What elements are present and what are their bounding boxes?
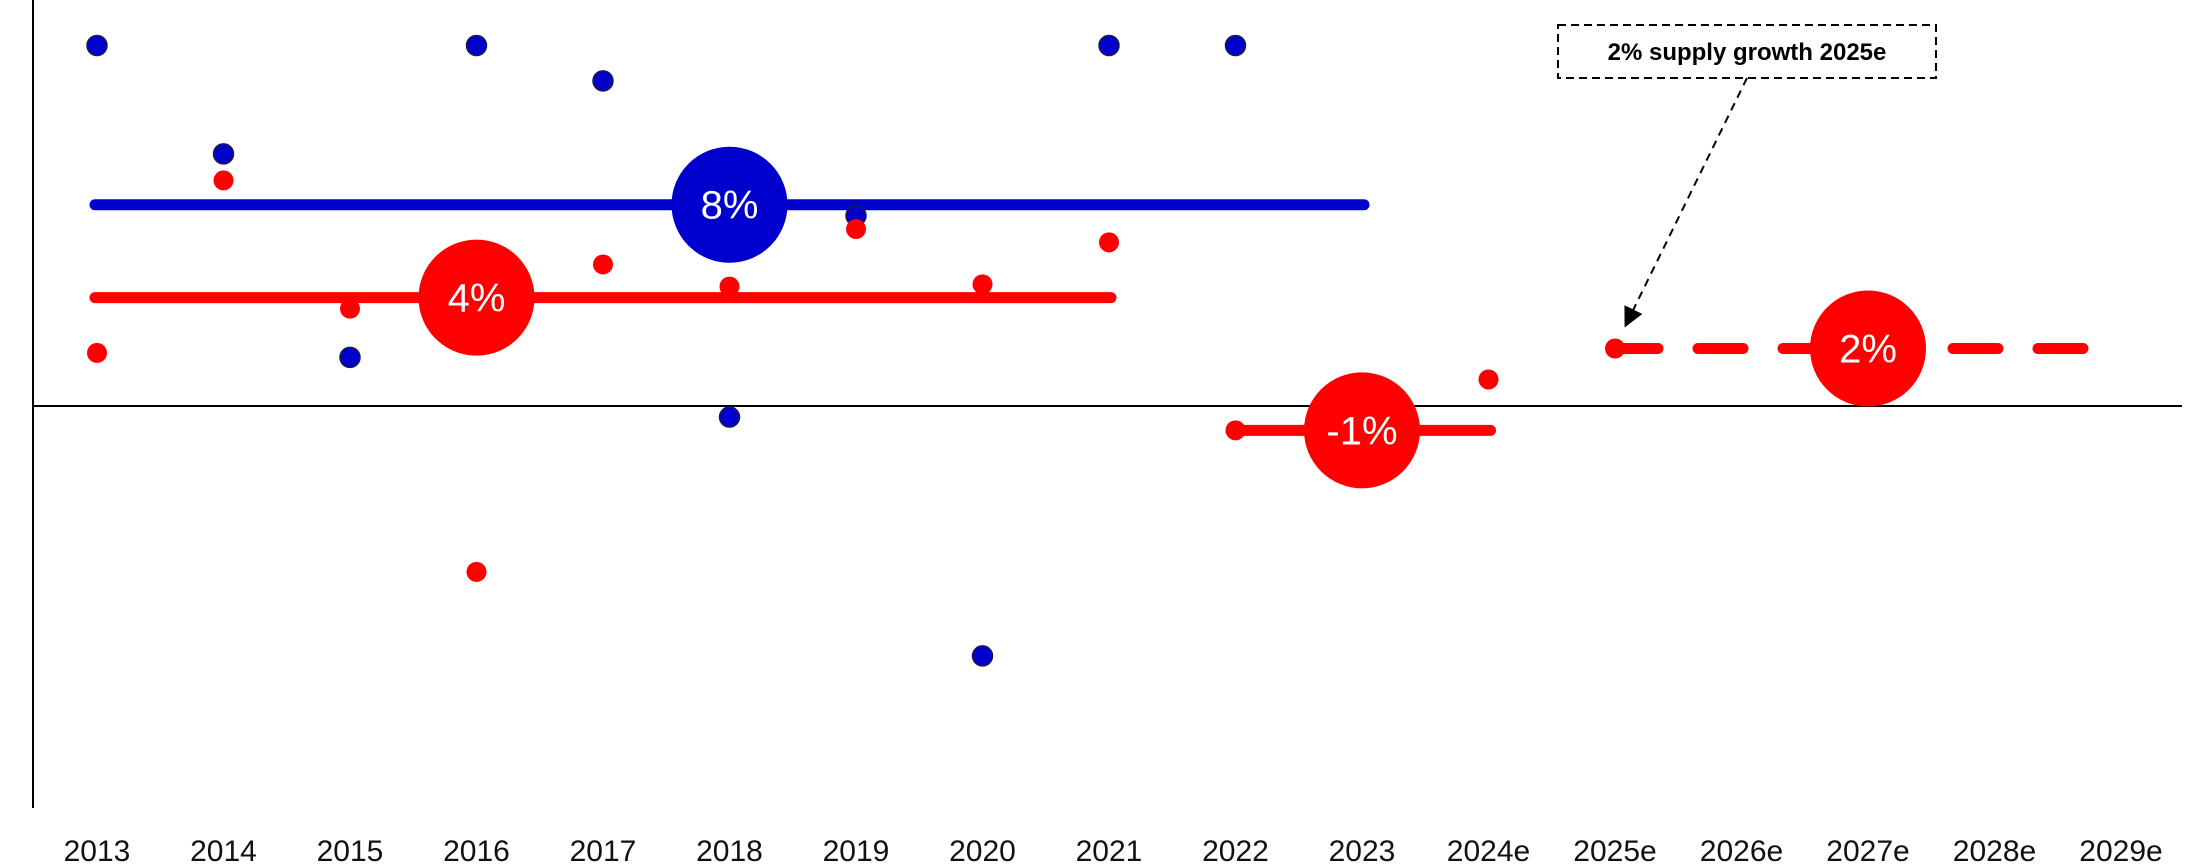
- point-1-2020: [972, 274, 993, 295]
- point-1-2013: [87, 342, 107, 363]
- axes: [32, 0, 2182, 808]
- point-0-2017: [592, 70, 614, 92]
- point-0-2020: [971, 645, 994, 667]
- point-1-2021: [1099, 232, 1119, 253]
- point-0-2021: [1098, 34, 1120, 57]
- annotation: 2% supply growth 2025e: [1557, 24, 1937, 328]
- point-0-2016: [465, 34, 488, 57]
- point-0-2022: [1224, 34, 1247, 57]
- point-0-2013: [86, 34, 108, 57]
- x-tick-label-2019: 2019: [823, 835, 890, 867]
- point-1-2019: [846, 219, 866, 240]
- point-0-2014: [212, 143, 235, 165]
- average-line-start-point: [1605, 338, 1625, 359]
- average-bubble-0: [671, 146, 788, 263]
- point-1-2018: [719, 276, 740, 297]
- data-points: [86, 34, 1499, 667]
- x-tick-label-2027e: 2027e: [1826, 835, 1909, 867]
- x-tick-label-2026e: 2026e: [1700, 835, 1783, 867]
- point-0-2015: [339, 346, 361, 369]
- average-bubbles: 8% 4% -1% 2%: [418, 146, 1926, 489]
- point-1-2014: [213, 170, 234, 191]
- point-1-2024e: [1478, 369, 1499, 390]
- x-tick-label-2015: 2015: [317, 835, 384, 867]
- average-bubble-2: [1304, 372, 1420, 489]
- average-bubble-label-2: -1%: [1326, 409, 1397, 453]
- x-tick-label-2020: 2020: [949, 835, 1016, 867]
- average-bubble-3: [1810, 290, 1926, 407]
- annotation-text: 2% supply growth 2025e: [1608, 39, 1887, 66]
- x-tick-label-2021: 2021: [1076, 835, 1143, 867]
- x-tick-label-2013: 2013: [64, 835, 131, 867]
- annotation-arrow: [1624, 77, 1748, 328]
- x-tick-label-2029e: 2029e: [2079, 835, 2162, 867]
- point-1-2022: [1225, 420, 1246, 441]
- point-1-2017: [593, 254, 613, 275]
- x-tick-label-2023: 2023: [1329, 835, 1396, 867]
- x-tick-label-2028e: 2028e: [1953, 835, 2036, 867]
- x-tick-label-2022: 2022: [1202, 835, 1269, 867]
- x-tick-label-2017: 2017: [570, 835, 637, 867]
- x-tick-label-2025e: 2025e: [1573, 835, 1656, 867]
- x-tick-label-2018: 2018: [696, 835, 763, 867]
- point-1-2015: [340, 298, 360, 319]
- average-bubble-1: [418, 239, 535, 356]
- x-tick-label-2014: 2014: [190, 835, 257, 867]
- average-bubble-label-1: 4%: [448, 277, 506, 321]
- x-tick-label-2024e: 2024e: [1447, 835, 1530, 867]
- average-bubble-label-0: 8%: [701, 184, 759, 228]
- point-1-2016: [466, 561, 487, 582]
- average-bubble-label-3: 2%: [1839, 327, 1897, 371]
- annotation-box: [1557, 24, 1937, 79]
- point-0-2018: [718, 406, 741, 428]
- x-tick-label-2016: 2016: [443, 835, 510, 867]
- x-tick-labels: 2013 2014 2015 2016 2017 2018 2019 2020 2021 2022…: [64, 835, 2163, 867]
